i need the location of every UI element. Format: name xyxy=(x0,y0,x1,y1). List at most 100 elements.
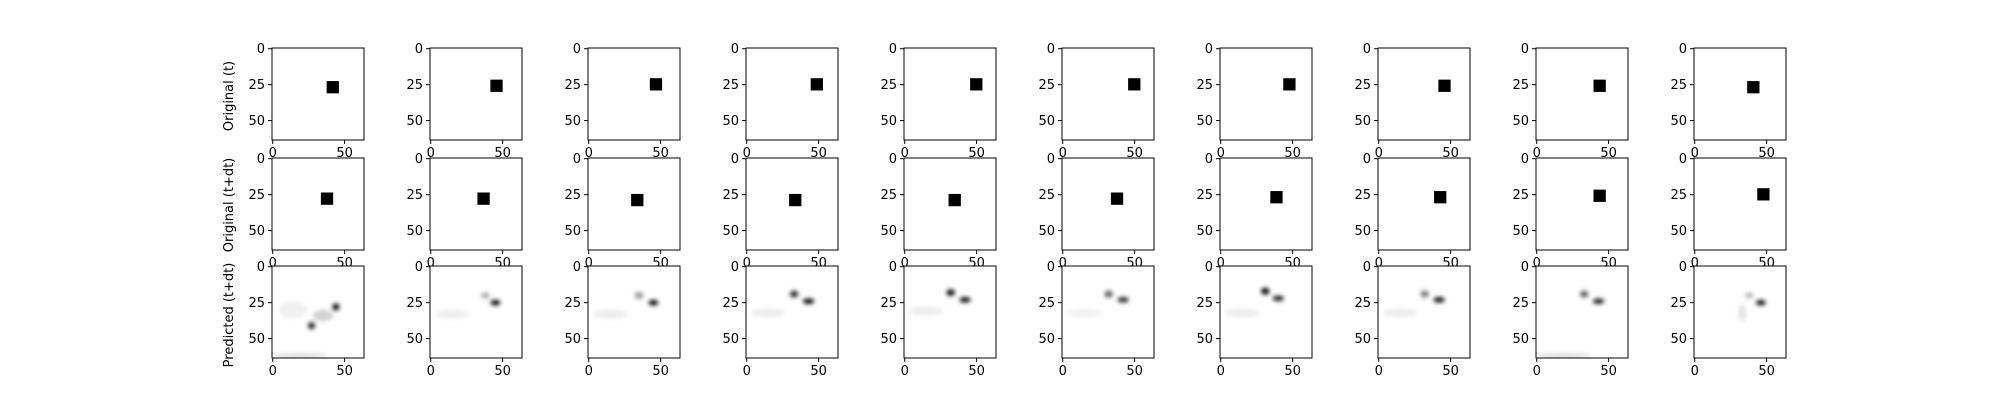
panel-predicted-t-dt-10: 0 25 50 0 50 xyxy=(1670,260,1787,379)
y-tick-label: 25 xyxy=(1354,78,1371,93)
panel-original-t-1: 0 25 50 0 50 xyxy=(248,42,365,161)
y-tick-label: 0 xyxy=(257,260,265,275)
y-tick-label: 50 xyxy=(1038,114,1055,129)
prediction-blob xyxy=(1755,299,1766,306)
y-tick-label: 25 xyxy=(1038,296,1055,311)
prediction-blob xyxy=(909,306,944,316)
x-tick-label: 0 xyxy=(585,364,593,379)
image-background xyxy=(1378,48,1470,140)
prediction-blob xyxy=(435,309,470,319)
x-tick-label: 0 xyxy=(1533,256,1541,271)
y-tick-label: 25 xyxy=(722,188,739,203)
y-tick-label: 0 xyxy=(1363,152,1371,167)
y-tick-label: 50 xyxy=(1512,114,1529,129)
axes-frame xyxy=(1219,47,1313,141)
axes-frame xyxy=(1377,265,1471,359)
prediction-blobs xyxy=(1225,287,1284,318)
axes-frame xyxy=(1693,265,1787,359)
prediction-blob xyxy=(1117,296,1129,303)
panel-predicted-t-dt-7: 0 25 50 0 50 xyxy=(1196,260,1313,379)
y-tick-label: 25 xyxy=(880,188,897,203)
y-tick-label: 25 xyxy=(880,296,897,311)
x-tick-label: 0 xyxy=(1533,364,1541,379)
y-tick-label: 0 xyxy=(889,152,897,167)
prediction-blob xyxy=(1272,295,1284,302)
axes-frame xyxy=(745,47,839,141)
prediction-blobs xyxy=(1067,290,1129,318)
x-tick-label: 0 xyxy=(1217,364,1225,379)
image-background xyxy=(1378,158,1470,250)
panel-predicted-t-dt-8: 0 25 50 0 50 xyxy=(1354,260,1471,379)
axes-frame xyxy=(1219,157,1313,251)
y-tick-label: 25 xyxy=(406,78,423,93)
prediction-blob xyxy=(648,299,659,306)
x-tick-label: 0 xyxy=(427,364,435,379)
y-tick-label: 0 xyxy=(889,42,897,57)
y-tick-label: 0 xyxy=(573,42,581,57)
x-tick-label: 0 xyxy=(1375,146,1383,161)
object-square xyxy=(320,192,334,205)
image-background xyxy=(904,48,996,140)
y-tick-label: 0 xyxy=(1521,152,1529,167)
panels: 0 25 50 0 50 0 25 50 0 50 0 25 50 0 50 0 25 50 0 50 0 25 50 0 50… xyxy=(248,42,1787,379)
image-background xyxy=(1536,266,1628,358)
image-background xyxy=(272,158,364,250)
x-tick-label: 0 xyxy=(585,256,593,271)
prediction-blobs xyxy=(435,292,501,319)
y-tick-label: 0 xyxy=(1205,42,1213,57)
axes-frame xyxy=(1535,157,1629,251)
x-tick-label: 0 xyxy=(901,146,909,161)
y-tick-label: 25 xyxy=(248,78,265,93)
y-tick-label: 25 xyxy=(1038,78,1055,93)
y-tick-label: 0 xyxy=(573,260,581,275)
panel-original-t-10: 0 25 50 0 50 xyxy=(1670,42,1787,161)
y-tick-label: 50 xyxy=(880,332,897,347)
y-tick-label: 0 xyxy=(573,152,581,167)
prediction-blobs xyxy=(1536,290,1605,358)
y-tick-label: 0 xyxy=(1047,260,1055,275)
x-tick-label: 50 xyxy=(494,364,511,379)
y-tick-label: 0 xyxy=(1205,260,1213,275)
x-tick-label: 50 xyxy=(1442,364,1459,379)
prediction-blob xyxy=(1536,352,1592,358)
object-square xyxy=(490,79,503,92)
y-tick-label: 50 xyxy=(1512,224,1529,239)
y-tick-label: 0 xyxy=(1047,152,1055,167)
x-tick-label: 0 xyxy=(743,256,751,271)
prediction-blob xyxy=(490,299,501,306)
y-tick-label: 50 xyxy=(406,114,423,129)
x-tick-label: 50 xyxy=(336,146,353,161)
x-tick-label: 0 xyxy=(269,146,277,161)
y-tick-label: 0 xyxy=(415,42,423,57)
y-tick-label: 50 xyxy=(1196,332,1213,347)
object-square xyxy=(326,81,339,94)
y-tick-label: 50 xyxy=(722,114,739,129)
y-tick-label: 0 xyxy=(889,260,897,275)
object-square xyxy=(970,78,983,91)
x-tick-label: 0 xyxy=(1059,146,1067,161)
prediction-blob xyxy=(1420,290,1430,298)
x-tick-label: 50 xyxy=(336,364,353,379)
image-background xyxy=(1220,48,1312,140)
y-tick-label: 0 xyxy=(1521,42,1529,57)
image-background xyxy=(588,48,680,140)
y-tick-label: 25 xyxy=(1670,296,1687,311)
y-tick-label: 50 xyxy=(1038,224,1055,239)
prediction-blob xyxy=(1383,308,1418,318)
y-tick-label: 50 xyxy=(1354,114,1371,129)
x-tick-label: 50 xyxy=(652,364,669,379)
panel-predicted-t-dt-4: 0 25 50 0 50 xyxy=(722,260,839,379)
x-tick-label: 50 xyxy=(1442,146,1459,161)
y-tick-label: 50 xyxy=(406,224,423,239)
panel-original-t-4: 0 25 50 0 50 xyxy=(722,42,839,161)
y-tick-label: 25 xyxy=(564,78,581,93)
axes-frame xyxy=(1535,265,1629,359)
y-tick-label: 0 xyxy=(1205,152,1213,167)
y-tick-label: 0 xyxy=(415,260,423,275)
